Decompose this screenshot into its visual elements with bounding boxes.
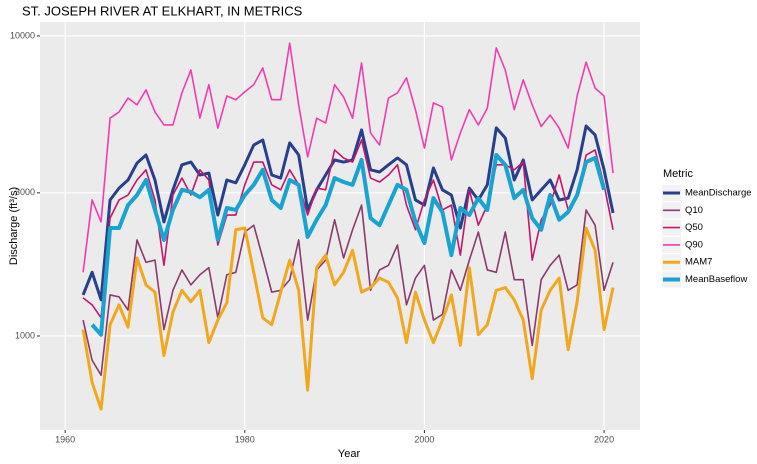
series-line [82, 139, 614, 319]
series-line [81, 124, 615, 302]
series-line [82, 204, 614, 377]
series-line [90, 153, 606, 337]
chart-title: ST. JOSEPH RIVER AT ELKHART, IN METRICS [22, 3, 303, 18]
axes: 1000 3000 10000 1960 1980 2000 2020 [10, 30, 614, 444]
legend-label: MeanDischarge [685, 188, 752, 199]
x-tick-label: 2020 [594, 434, 614, 444]
y-axis-label: Discharge (ft³/s) [8, 187, 20, 265]
panel [40, 22, 640, 430]
x-tick-label: 1980 [235, 434, 255, 444]
legend-title: Metric [663, 168, 693, 180]
x-axis-label: Year [338, 448, 361, 460]
y-tick-label: 3000 [15, 187, 35, 197]
legend-label: MAM7 [685, 257, 712, 268]
series-line [81, 226, 615, 411]
legend-label: MeanBaseflow [685, 274, 747, 285]
x-tick-label: 1960 [55, 434, 75, 444]
legend-label: Q50 [685, 222, 703, 233]
x-tick-label: 2000 [414, 434, 434, 444]
y-tick-label: 10000 [10, 30, 35, 40]
series-line [82, 42, 614, 273]
lines [81, 42, 615, 411]
legend-label: Q10 [685, 205, 703, 216]
y-tick-label: 1000 [15, 330, 35, 340]
legend: MeanDischarge Q10 Q50 Q90 MAM7 MeanBaseflow [662, 185, 752, 288]
legend-label: Q90 [685, 239, 703, 250]
